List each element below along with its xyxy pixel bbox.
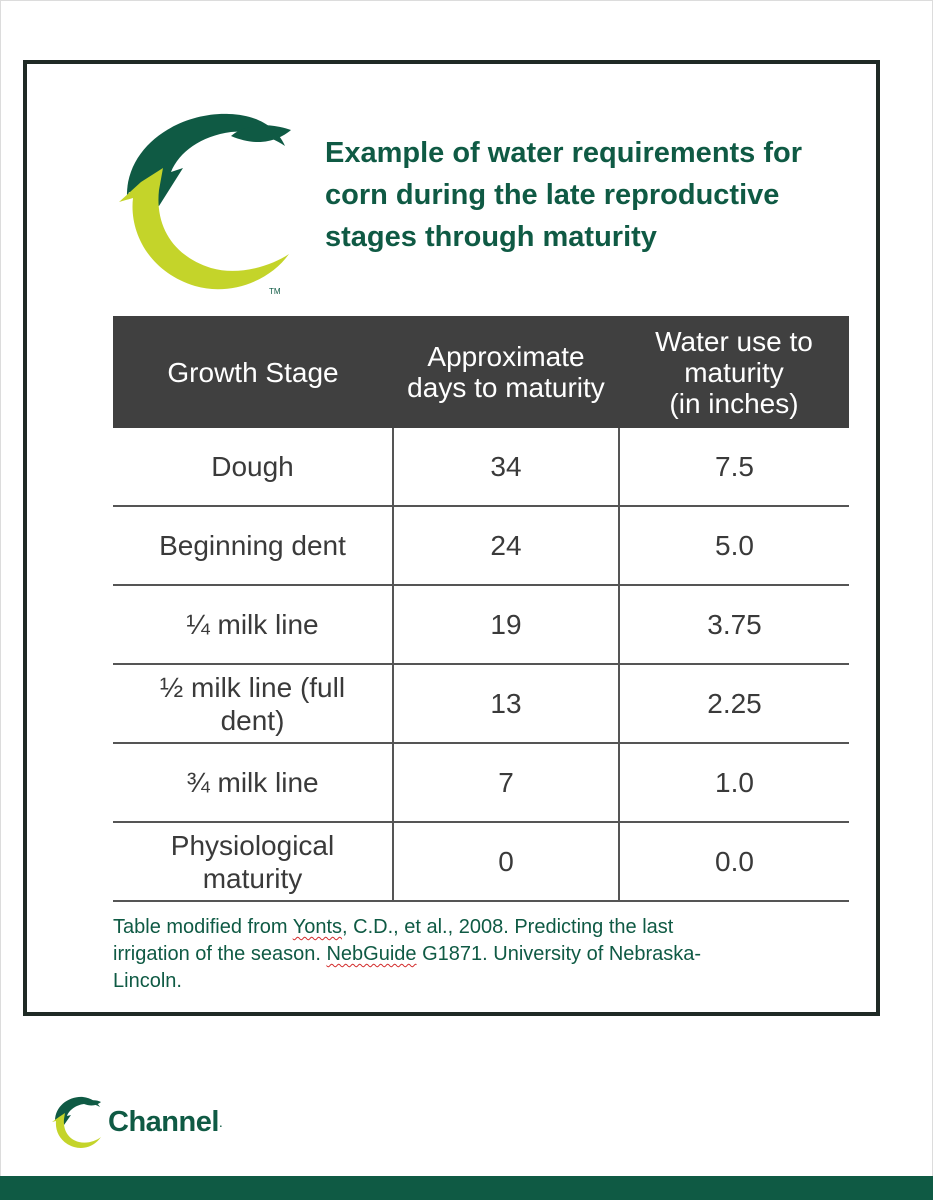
footer-bar <box>0 1176 933 1200</box>
cell-stage: ¾ milk line <box>113 743 393 823</box>
brand-dot: . <box>218 1114 223 1130</box>
trademark-mark: TM <box>269 287 281 296</box>
table-row: Dough 34 7.5 <box>113 428 849 507</box>
cell-stage: Physiological maturity <box>113 822 393 902</box>
cell-water: 2.25 <box>618 664 849 744</box>
cell-days: 34 <box>392 428 619 507</box>
cell-days: 0 <box>392 822 619 902</box>
cell-water: 1.0 <box>618 743 849 823</box>
title-line: Example of water requirements for <box>325 137 803 169</box>
cell-stage: Beginning dent <box>113 506 393 586</box>
cell-water: 3.75 <box>618 585 849 665</box>
cell-days: 24 <box>392 506 619 586</box>
table-header-row: Growth Stage Approximate days to maturit… <box>113 316 849 428</box>
channel-logo-icon <box>52 1096 101 1148</box>
cell-days: 19 <box>392 585 619 665</box>
spellcheck-word: NebGuide <box>326 943 417 965</box>
cell-days: 7 <box>392 743 619 823</box>
table-row: ½ milk line (full dent) 13 2.25 <box>113 664 849 744</box>
cell-water: 5.0 <box>618 506 849 586</box>
channel-arrow-logo-icon: TM <box>119 113 291 296</box>
table-row: ¼ milk line 19 3.75 <box>113 585 849 665</box>
source-footnote: Table modified from Yonts, C.D., et al.,… <box>113 916 702 992</box>
table-row: ¾ milk line 7 1.0 <box>113 743 849 823</box>
cell-stage: Dough <box>113 428 393 507</box>
title-line: corn during the late reproductive <box>325 179 780 211</box>
brand-name: Channel <box>108 1105 219 1138</box>
header-growth-stage: Growth Stage <box>113 316 393 428</box>
cell-days: 13 <box>392 664 619 744</box>
cell-stage: ¼ milk line <box>113 585 393 665</box>
page-title: Example of water requirements for corn d… <box>325 132 865 258</box>
cell-stage: ½ milk line (full dent) <box>113 664 393 744</box>
spellcheck-word: Yonts <box>292 916 343 938</box>
water-requirements-table: Growth Stage Approximate days to maturit… <box>113 316 849 902</box>
table-row: Beginning dent 24 5.0 <box>113 506 849 586</box>
table-row: Physiological maturity 0 0.0 <box>113 822 849 902</box>
cell-water: 7.5 <box>618 428 849 507</box>
header-water-use: Water use to maturity (in inches) <box>619 316 849 428</box>
header-days-to-maturity: Approximate days to maturity <box>393 316 619 428</box>
cell-water: 0.0 <box>618 822 849 902</box>
title-line: stages through maturity <box>325 221 657 253</box>
channel-brand: Channel. <box>52 1092 223 1152</box>
slide-card: TM Example of water requirements for cor… <box>23 60 880 1016</box>
